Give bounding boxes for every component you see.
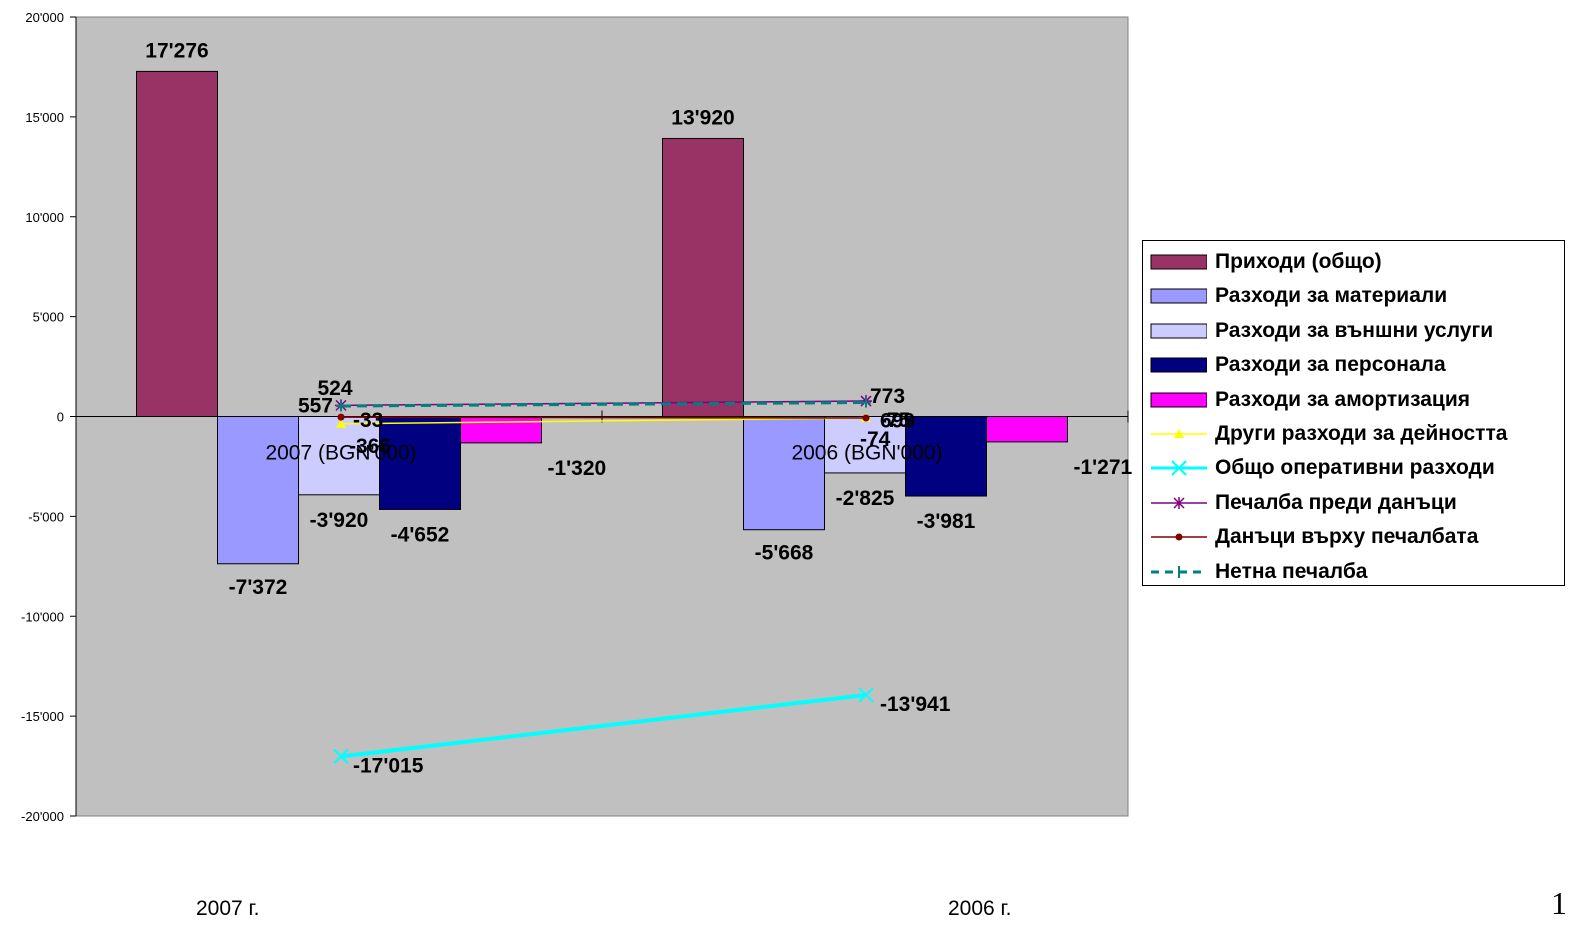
legend-swatch [1150,288,1207,304]
legend-key [1150,392,1207,408]
line-marker-1 [858,687,874,703]
bar-data-label: -2'825 [836,487,895,510]
legend-label: Общо оперативни разходи [1215,456,1495,480]
bar-1-0 [217,416,299,565]
legend-swatch [1150,254,1207,270]
bar-2-1 [824,416,906,474]
legend-swatch [1150,392,1207,408]
line-marker-3 [337,413,345,421]
legend-label: Приходи (общо) [1215,250,1382,273]
bar-3-1 [905,416,987,497]
bar-2-0 [298,416,380,496]
line-data-label: 773 [870,385,905,408]
legend-label: Печалба преди данъци [1215,490,1457,514]
legend-key [1150,357,1207,373]
bar-data-label: -1'320 [548,457,607,480]
legend: Приходи (общо) Разходи за материали Разход… [1142,240,1565,586]
legend-item: Общо оперативни разходи [1149,453,1495,483]
y-tick-label: 15'000 [25,110,64,125]
legend-key [1151,429,1207,438]
y-tick-label: -10'000 [21,609,64,624]
y-tick-label: 5'000 [33,310,64,325]
y-tick-label: -5'000 [28,509,64,524]
legend-key [1151,565,1207,578]
legend-label: Разходи за амортизация [1215,387,1470,411]
bar-data-label: -4'652 [391,523,450,546]
legend-label: Данъци върху печалбата [1215,525,1479,549]
bottom-label-2007: 2007 г. [196,897,260,920]
bar-0-0 [136,70,218,418]
bar-data-label: -5'668 [755,542,814,565]
bar-3-0 [379,416,461,510]
line-marker-3 [862,414,870,422]
bar-data-label: -3'920 [310,509,369,532]
bar-1-1 [743,416,825,531]
legend-item: Разходи за външни услуги [1149,316,1493,346]
line-data-label: -366 [349,435,391,458]
line-data-label: 699 [880,410,915,433]
line-data-label: 524 [317,377,352,400]
line-data-label: -74 [860,428,891,451]
bottom-label-2006: 2006 г. [948,897,1012,920]
page-number: 1 [1551,885,1567,921]
legend-marker [1171,460,1187,477]
legend-key [1150,254,1207,270]
legend-key [1151,460,1207,477]
category-label: 2006 (BGN'000) [791,442,942,465]
bar-4-0 [460,416,542,444]
bar-data-label: 13'920 [671,106,734,129]
legend-label: Разходи за външни услуги [1215,318,1494,342]
line-data-label: -75 [880,409,911,432]
line-marker-0 [336,418,346,428]
legend-item: Печалба преди данъци [1149,488,1457,518]
y-tick-label: 20'000 [25,10,64,25]
line-data-label: -17'015 [353,754,424,777]
legend-label: Други разходи за дейността [1215,422,1508,445]
line-series-1 [340,692,867,759]
bar-data-label: 17'276 [145,39,208,62]
line-data-label: -13'941 [880,693,951,716]
legend-key [1151,496,1207,509]
bar-data-label: -7'372 [229,576,288,599]
legend-item: Други разходи за дейността [1149,419,1507,449]
y-tick-label: -15'000 [21,709,64,724]
legend-item: Нетна печалба [1149,557,1367,587]
bar-0-1 [662,137,744,417]
legend-marker [1175,533,1183,541]
y-tick-label: 0 [57,410,64,425]
legend-key [1150,288,1207,304]
line-data-label: -33 [353,409,383,432]
legend-swatch [1150,323,1207,339]
line-series-0 [340,417,867,425]
legend-key [1151,533,1207,541]
y-tick-label: -20'000 [21,809,64,824]
chart-marks: 20'000 15'000 10'000 5'000 0 -5'000 -10'000 -15… [21,10,1132,824]
legend-marker [1174,429,1184,438]
legend-item: Разходи за материали [1149,281,1447,311]
bar-data-label: -1'271 [1074,456,1133,479]
line-marker-1 [333,748,349,765]
category-label: 2007 (BGN'000) [265,442,416,465]
legend-item: Данъци върху печалбата [1149,522,1478,552]
y-tick-label: 10'000 [25,210,64,225]
line-series-4 [340,401,867,408]
bar-data-label: -3'981 [917,510,976,533]
legend-item: Разходи за персонала [1149,350,1446,380]
legend-item: Разходи за амортизация [1149,385,1470,415]
line-series-3 [340,416,867,419]
bar-4-1 [986,416,1068,443]
legend-label: Разходи за персонала [1215,353,1446,377]
legend-label: Разходи за материали [1215,284,1448,308]
line-data-label: 557 [298,394,333,417]
legend-swatch [1150,357,1207,373]
legend-item: Приходи (общо) [1149,247,1382,277]
legend-label: Нетна печалба [1215,559,1368,583]
legend-key [1150,323,1207,339]
